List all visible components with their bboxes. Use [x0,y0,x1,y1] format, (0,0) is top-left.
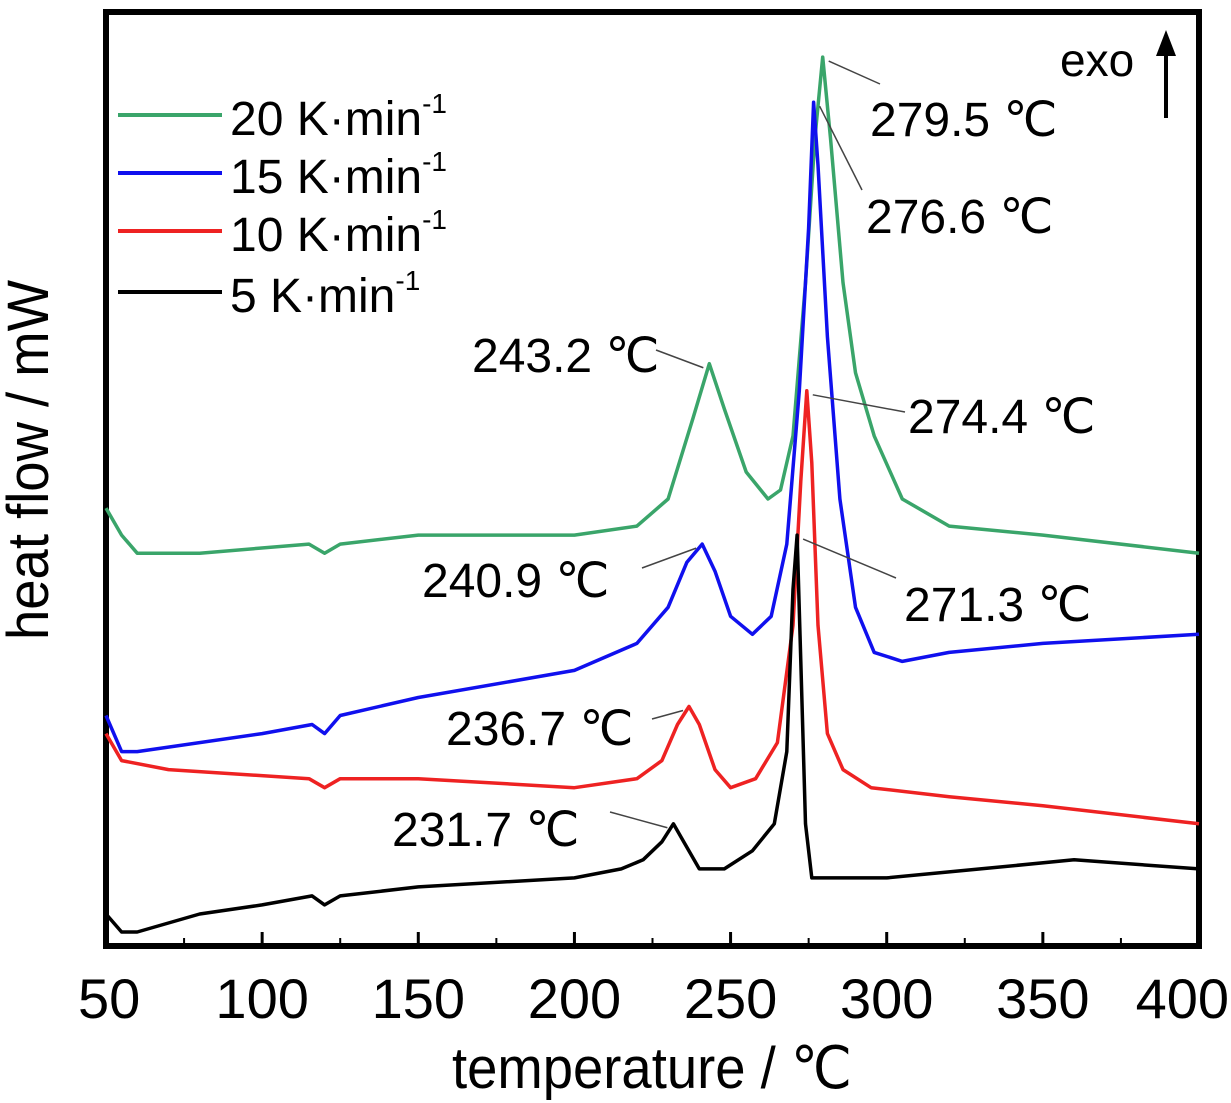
exo-arrow-head-icon [1156,30,1176,56]
x-tick-label: 250 [684,967,777,1030]
annotation-leader-line [812,394,906,413]
x-tick-label: 350 [996,967,1089,1030]
legend: 20 K·min-115 K·min-110 K·min-15 K·min-1 [118,88,447,323]
series-line-15k [104,100,1200,754]
legend-label-superscript: -1 [422,204,447,235]
annotation-layer: 279.5 ℃ 276.6 ℃ 243.2 ℃ 274.4 ℃ 240.9 ℃ 271.3… [392,60,1095,857]
peak-annotation-label: 231.7 ℃ [392,804,579,857]
series-layer [104,55,1200,934]
peak-annotation-label: 243.2 ℃ [472,330,659,383]
legend-label-superscript: -1 [422,146,447,177]
x-tick-label: 100 [215,967,308,1030]
legend-label-text: 20 K·min [230,93,422,146]
x-tick-label: 150 [372,967,465,1030]
annotation-leader-line [802,538,897,579]
peak-annotation-label: 240.9 ℃ [422,555,609,608]
x-axis-ticks: 50 100 150 200 250 300 350 400 [78,932,1229,1030]
legend-label-text: 10 K·min [230,209,422,262]
legend-label: 10 K·min-1 [230,204,447,262]
x-axis-title: temperature / ℃ [452,1036,852,1101]
annotation-leader-line [609,811,668,829]
annotation-leader-line [651,709,684,720]
peak-annotation-label: 236.7 ℃ [446,703,633,756]
exo-indicator: exo [1060,30,1176,118]
x-tick-label: 50 [78,967,140,1030]
legend-label: 20 K·min-1 [230,88,447,146]
peak-annotation-label: 274.4 ℃ [908,391,1095,444]
legend-label: 5 K·min-1 [230,265,420,323]
annotation-leader-line [818,105,863,191]
legend-label-superscript: -1 [395,265,420,296]
peak-annotation-label: 276.6 ℃ [866,191,1053,244]
series-line-10k [104,389,1200,826]
annotation-leader-line [655,349,704,369]
y-axis-title: heat flow / mW [0,280,61,640]
peak-annotation-label: 271.3 ℃ [904,579,1091,632]
peak-annotation-label: 279.5 ℃ [870,94,1057,147]
x-tick-label: 200 [528,967,621,1030]
annotation-leader-line [641,547,697,569]
annotation-leader-line [828,60,881,85]
series-line-5k [104,533,1200,934]
x-tick-label: 300 [840,967,933,1030]
legend-label-text: 5 K·min [230,270,395,323]
legend-label-text: 15 K·min [230,151,422,204]
x-tick-label: 400 [1136,967,1229,1030]
series-line-20k [104,55,1200,555]
legend-label: 15 K·min-1 [230,146,447,204]
legend-label-superscript: -1 [422,88,447,119]
exo-label: exo [1060,34,1134,86]
